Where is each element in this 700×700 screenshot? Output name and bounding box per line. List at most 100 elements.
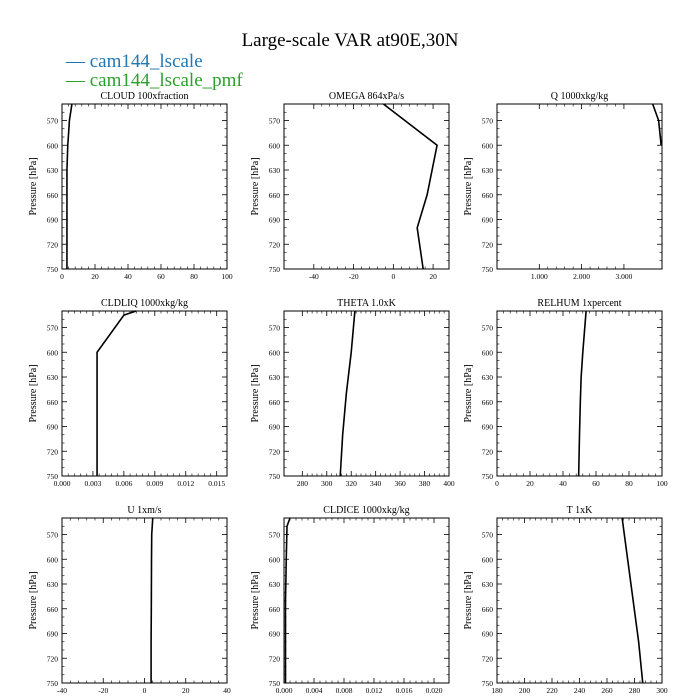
x-tick-label: 1.000 bbox=[531, 272, 548, 281]
x-tick-label: 0 bbox=[391, 272, 395, 281]
x-tick-label: -20 bbox=[98, 686, 108, 695]
x-tick-label: 20 bbox=[91, 272, 99, 281]
y-tick-label: 750 bbox=[482, 679, 494, 688]
x-tick-label: 360 bbox=[394, 479, 406, 488]
x-tick-label: 0.003 bbox=[85, 479, 102, 488]
y-tick-label: 690 bbox=[47, 423, 59, 432]
y-tick-label: 750 bbox=[269, 472, 281, 481]
plot-frame bbox=[496, 103, 663, 270]
panel-4: CLDLIQ 1000xkg/kg Pressure [hPa] 570 600 630… bbox=[28, 298, 228, 488]
x-tick-label: 0.016 bbox=[396, 686, 413, 695]
x-tick-label: 0.020 bbox=[426, 686, 443, 695]
x-tick-label: 0.009 bbox=[146, 479, 163, 488]
x-tick-label: 80 bbox=[625, 479, 633, 488]
profile-line bbox=[339, 310, 356, 477]
y-tick-label: 570 bbox=[482, 531, 494, 540]
x-tick-label: 380 bbox=[419, 479, 431, 488]
y-tick-label: 570 bbox=[47, 324, 59, 333]
y-tick-label: 630 bbox=[269, 580, 281, 589]
x-tick-label: 0 bbox=[495, 479, 499, 488]
plot-frame bbox=[61, 310, 228, 477]
plot-frame bbox=[283, 103, 450, 270]
profile-line bbox=[96, 310, 137, 476]
y-tick-label: 690 bbox=[47, 216, 59, 225]
y-tick-label: 630 bbox=[269, 373, 281, 382]
y-tick-label: 720 bbox=[269, 240, 281, 249]
y-tick-label: 690 bbox=[482, 630, 494, 639]
panel-title: RELHUM 1xpercent bbox=[537, 298, 621, 309]
y-axis-label: Pressure [hPa] bbox=[250, 571, 261, 629]
y-axis-label: Pressure [hPa] bbox=[250, 157, 261, 215]
y-tick-label: 690 bbox=[482, 216, 494, 225]
x-tick-label: 60 bbox=[592, 479, 600, 488]
y-tick-label: 570 bbox=[47, 117, 59, 126]
plot-frame bbox=[61, 517, 228, 684]
y-tick-label: 600 bbox=[482, 141, 494, 150]
x-tick-label: 100 bbox=[656, 479, 668, 488]
y-tick-label: 660 bbox=[269, 605, 281, 614]
x-tick-label: 20 bbox=[429, 272, 437, 281]
profile-line bbox=[577, 310, 587, 477]
x-tick-label: 0.015 bbox=[208, 479, 225, 488]
y-tick-label: 720 bbox=[47, 447, 59, 456]
y-tick-label: 570 bbox=[269, 531, 281, 540]
y-tick-label: 570 bbox=[482, 324, 494, 333]
y-axis-label: Pressure [hPa] bbox=[28, 364, 39, 422]
y-tick-label: 600 bbox=[269, 348, 281, 357]
y-tick-label: 570 bbox=[482, 117, 494, 126]
x-tick-label: 0.004 bbox=[306, 686, 323, 695]
y-tick-label: 660 bbox=[482, 605, 494, 614]
x-tick-label: 40 bbox=[223, 686, 231, 695]
panel-title: CLDLIQ 1000xkg/kg bbox=[101, 298, 188, 309]
y-tick-label: 660 bbox=[269, 191, 281, 200]
y-tick-label: 660 bbox=[47, 191, 59, 200]
y-tick-label: 750 bbox=[482, 472, 494, 481]
profile-line bbox=[284, 517, 291, 683]
profile-line bbox=[150, 517, 154, 683]
x-tick-label: 260 bbox=[601, 686, 613, 695]
x-tick-label: 0.000 bbox=[54, 479, 71, 488]
panel-title: Q 1000xkg/kg bbox=[551, 91, 609, 102]
x-tick-label: 200 bbox=[519, 686, 531, 695]
y-tick-label: 570 bbox=[269, 324, 281, 333]
y-tick-label: 630 bbox=[482, 580, 494, 589]
x-tick-label: 280 bbox=[629, 686, 641, 695]
plot-frame bbox=[61, 103, 228, 270]
panel-title: U 1xm/s bbox=[127, 505, 161, 516]
x-tick-label: 0.012 bbox=[366, 686, 383, 695]
y-tick-label: 570 bbox=[269, 117, 281, 126]
panel-3: Q 1000xkg/kg Pressure [hPa] 570 600 630 660 69… bbox=[463, 91, 663, 281]
plot-frame bbox=[283, 517, 450, 684]
y-tick-label: 720 bbox=[269, 654, 281, 663]
y-tick-label: 750 bbox=[47, 265, 59, 274]
plot-frame bbox=[496, 517, 663, 684]
panel-title: THETA 1.0xK bbox=[337, 298, 396, 309]
profile-line bbox=[651, 103, 662, 146]
x-tick-label: -40 bbox=[309, 272, 319, 281]
y-tick-label: 600 bbox=[269, 141, 281, 150]
plot-frame bbox=[283, 310, 450, 477]
x-tick-label: 0.000 bbox=[276, 686, 293, 695]
y-tick-label: 690 bbox=[482, 423, 494, 432]
x-tick-label: 240 bbox=[574, 686, 586, 695]
y-tick-label: 600 bbox=[47, 555, 59, 564]
y-axis-label: Pressure [hPa] bbox=[250, 364, 261, 422]
y-tick-label: 720 bbox=[47, 240, 59, 249]
y-tick-label: 690 bbox=[47, 630, 59, 639]
legend-swatch-cam144-lscale-pmf: — bbox=[66, 70, 90, 91]
x-tick-label: 180 bbox=[491, 686, 503, 695]
y-tick-label: 630 bbox=[482, 373, 494, 382]
x-tick-label: 0.006 bbox=[115, 479, 132, 488]
x-tick-label: -40 bbox=[57, 686, 67, 695]
y-axis-label: Pressure [hPa] bbox=[463, 157, 474, 215]
y-tick-label: 660 bbox=[482, 398, 494, 407]
x-tick-label: 20 bbox=[182, 686, 190, 695]
y-tick-label: 720 bbox=[47, 654, 59, 663]
x-tick-label: 300 bbox=[656, 686, 668, 695]
x-tick-label: 0 bbox=[60, 272, 64, 281]
y-tick-label: 750 bbox=[482, 265, 494, 274]
y-tick-label: 690 bbox=[269, 423, 281, 432]
